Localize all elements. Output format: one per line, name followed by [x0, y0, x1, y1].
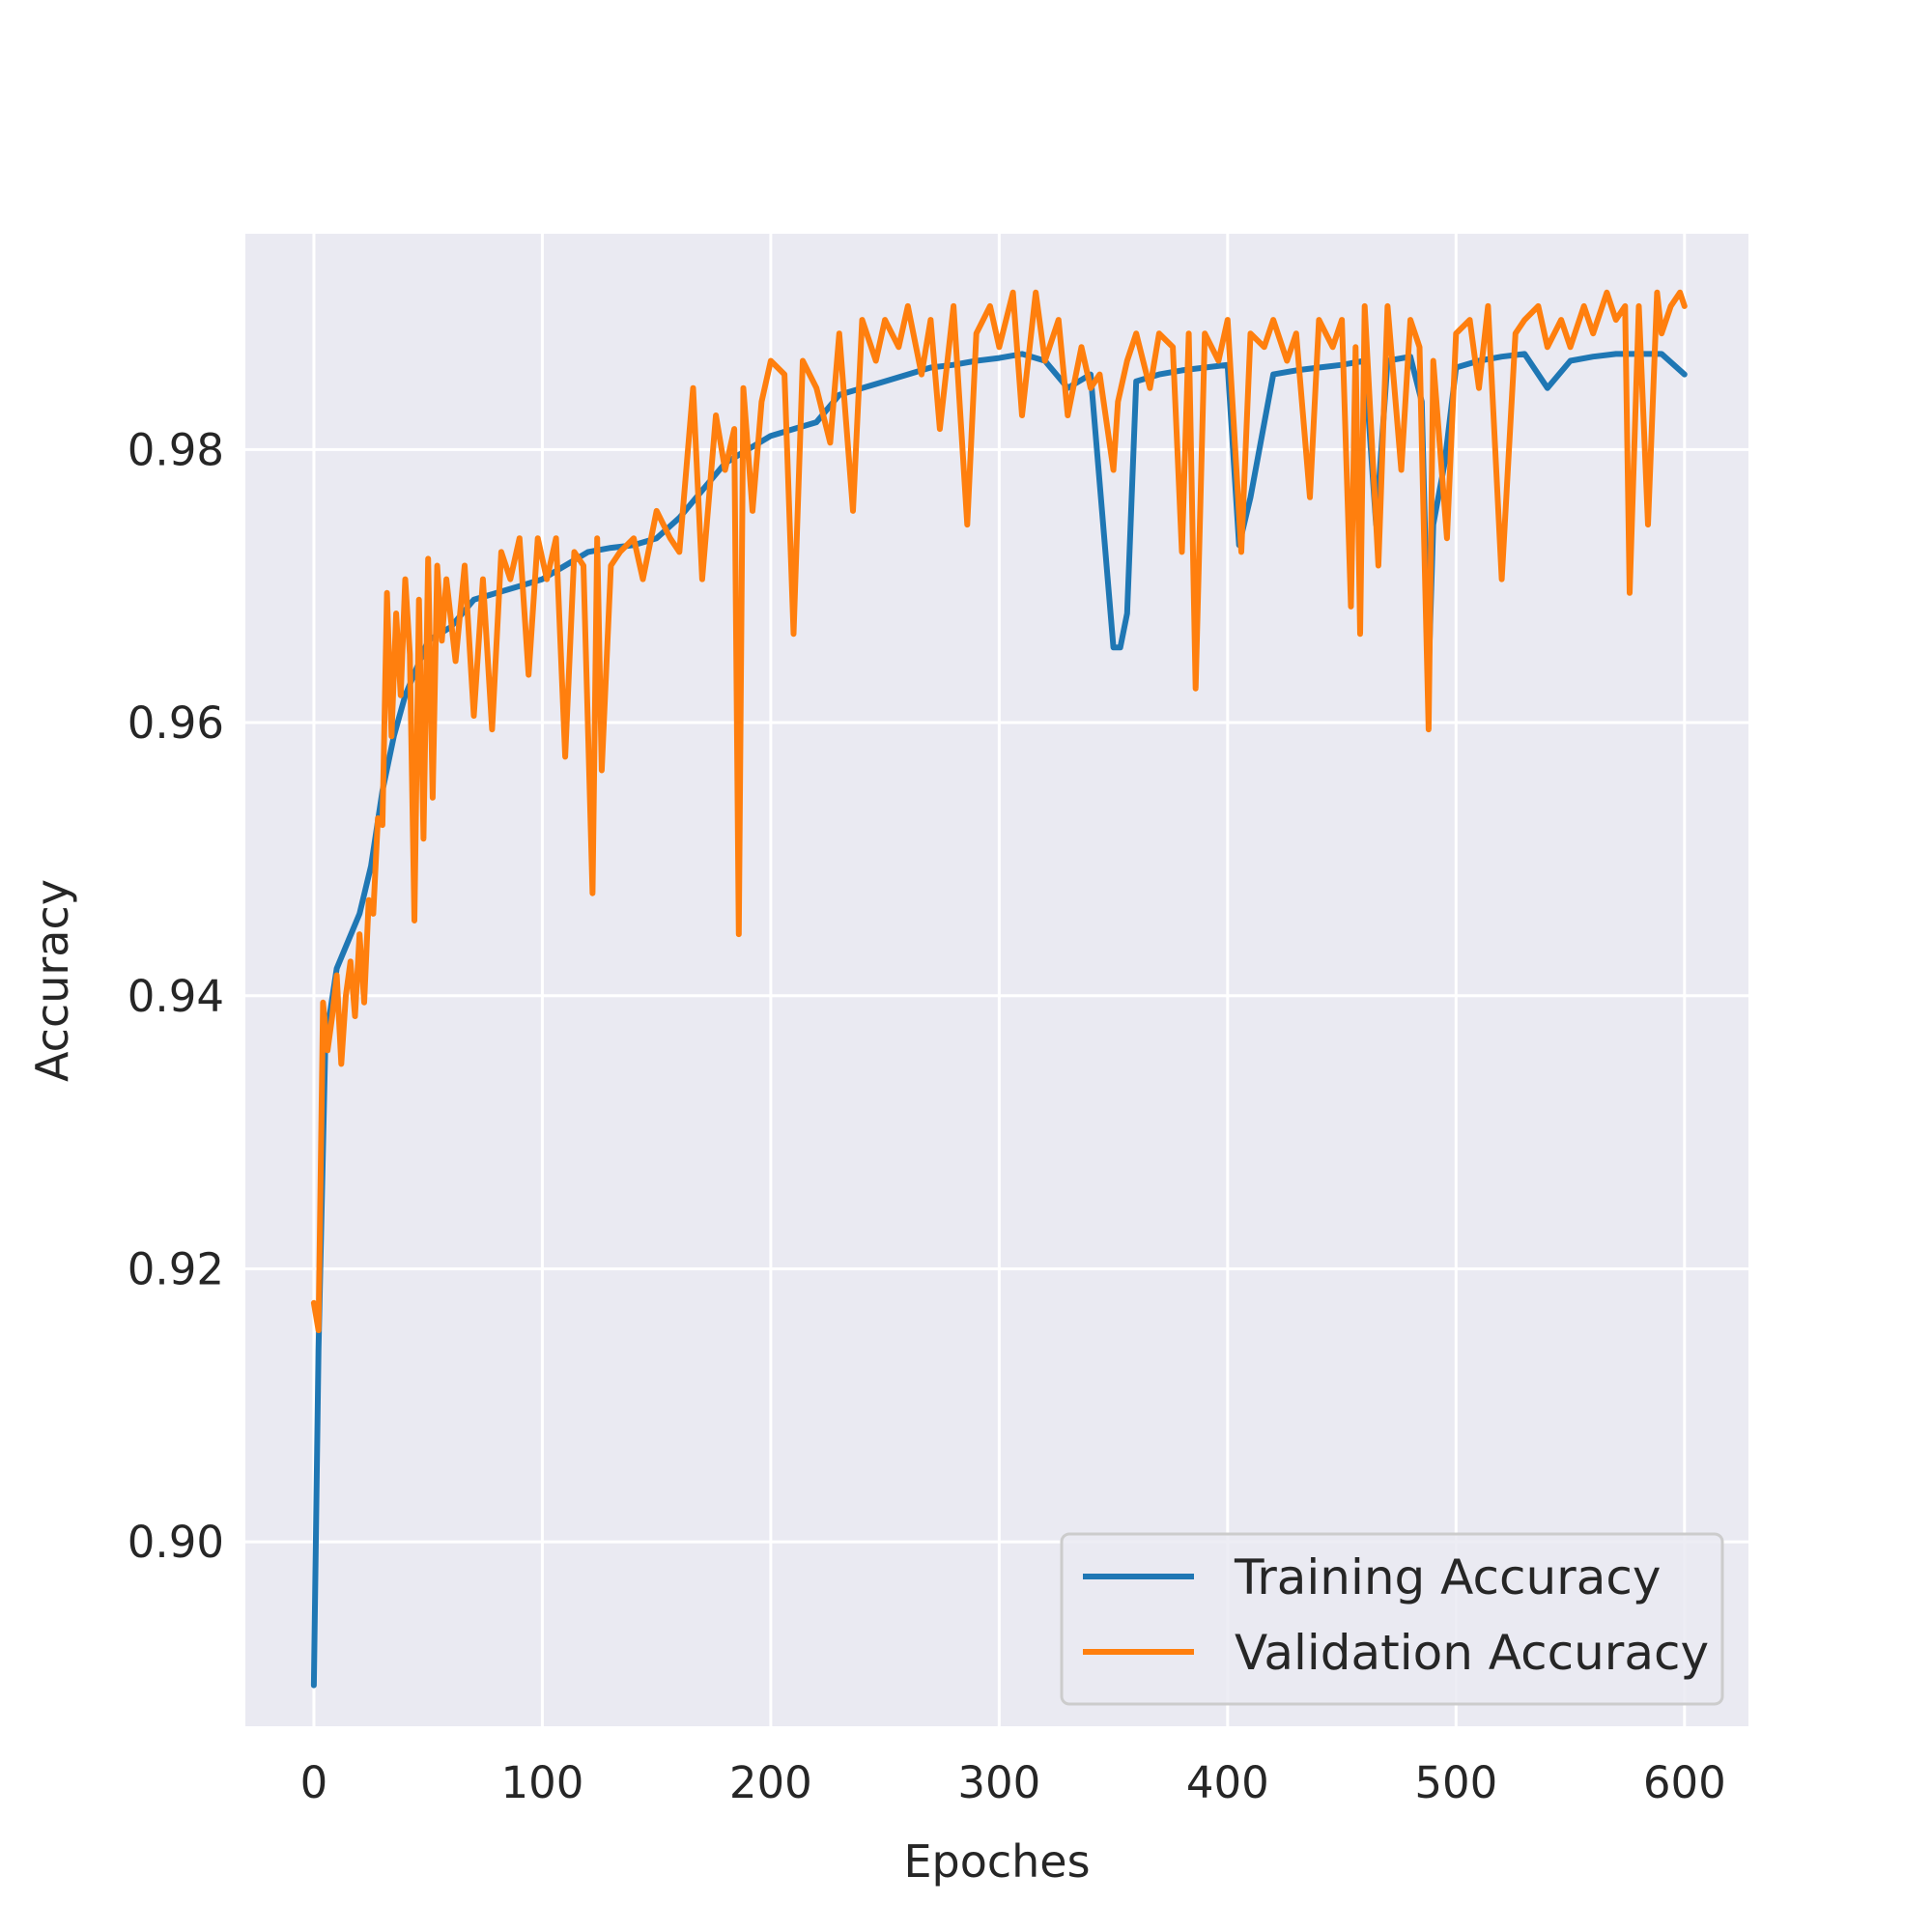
y-tick-label: 0.98: [128, 424, 224, 475]
legend: Training Accuracy Validation Accuracy: [1060, 1532, 1724, 1706]
y-tick-label: 0.96: [128, 697, 224, 749]
y-axis-label: Accuracy: [26, 879, 78, 1082]
x-tick-label: 300: [957, 1757, 1040, 1808]
x-tick-label: 600: [1643, 1757, 1726, 1808]
series-lines: [310, 289, 1688, 1689]
grid-lines: [245, 234, 1748, 1726]
y-tick-label: 0.94: [128, 971, 224, 1022]
x-tick-label: 100: [500, 1757, 583, 1808]
x-tick-label: 0: [300, 1757, 328, 1808]
x-tick-labels: 0 100 200 300 400 500 600: [300, 1757, 1726, 1808]
y-tick-label: 0.90: [128, 1517, 224, 1568]
y-tick-label: 0.92: [128, 1243, 224, 1294]
validation-accuracy-line: [310, 289, 1688, 1334]
plot-background: [245, 234, 1748, 1726]
x-tick-label: 200: [729, 1757, 812, 1808]
x-axis-label: Epoches: [903, 1835, 1090, 1888]
legend-label-training: Training Accuracy: [1234, 1549, 1661, 1605]
y-tick-labels: 0.90 0.92 0.94 0.96 0.98: [128, 424, 224, 1568]
x-tick-label: 400: [1186, 1757, 1269, 1808]
legend-label-validation: Validation Accuracy: [1235, 1625, 1709, 1681]
legend-box: [1060, 1532, 1724, 1706]
x-tick-label: 500: [1414, 1757, 1497, 1808]
